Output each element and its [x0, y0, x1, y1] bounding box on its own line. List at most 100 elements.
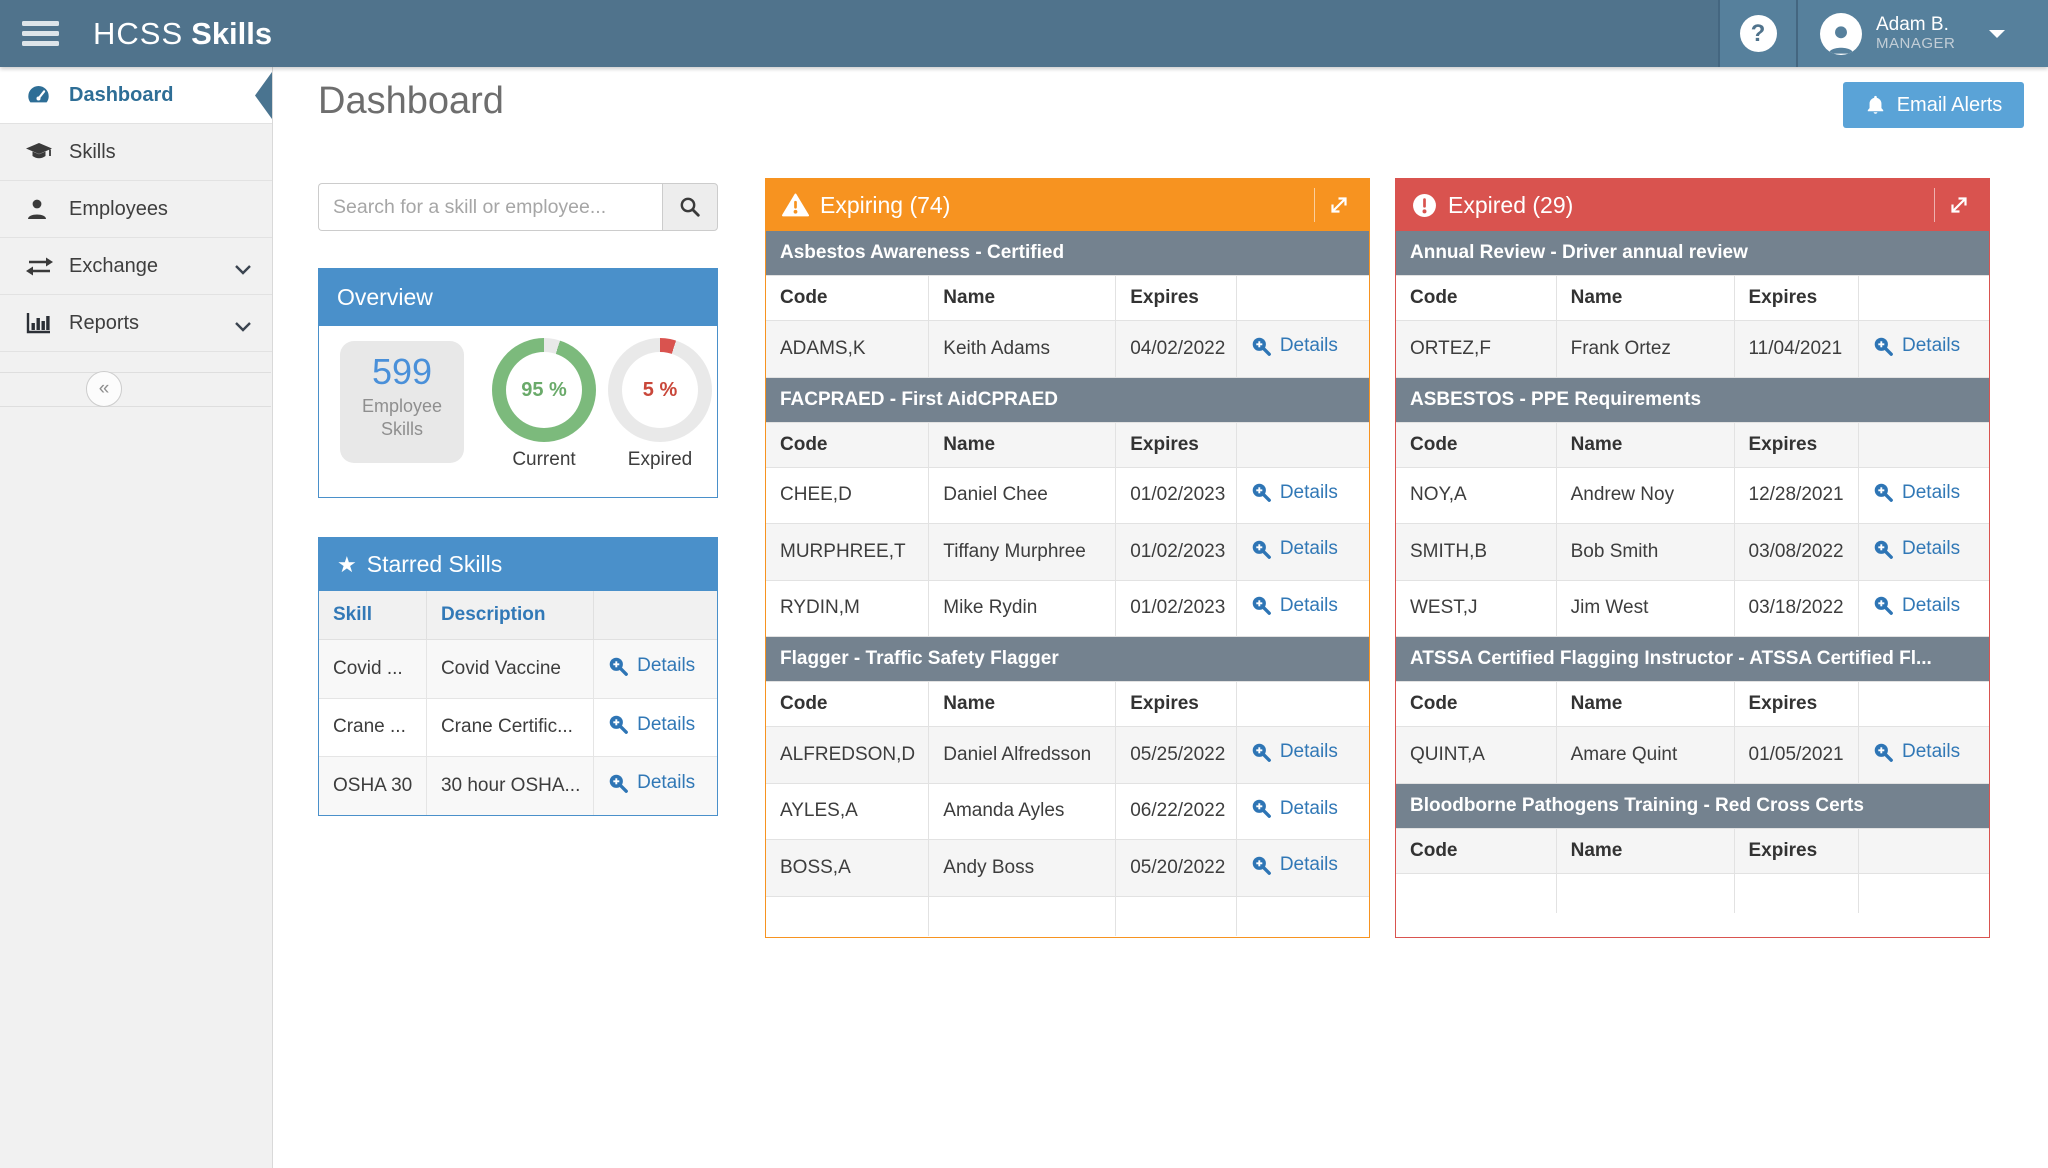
- chevron-down-icon: [1989, 29, 2006, 46]
- zoom-in-icon: [609, 657, 629, 676]
- help-button[interactable]: ?: [1718, 0, 1796, 67]
- details-link[interactable]: Details: [1251, 741, 1338, 763]
- expires-cell: 01/05/2021: [1733, 726, 1860, 784]
- details-link[interactable]: Details: [1251, 482, 1338, 504]
- employee-skill-row: QUINT,A Amare Quint 01/05/2021 Details: [1396, 726, 1989, 784]
- details-link[interactable]: Details: [608, 655, 695, 677]
- employee-skill-row: NOY,A Andrew Noy 12/28/2021 Details: [1396, 466, 1989, 524]
- skill-group-header-row: ATSSA Certified Flagging Instructor - AT…: [1396, 636, 1989, 682]
- column-header-empty: [1858, 421, 1989, 468]
- partial-row: [766, 895, 1369, 937]
- chevron-down-icon: [234, 262, 252, 280]
- sidebar-collapse-button[interactable]: «: [86, 371, 122, 407]
- partial-row: [1396, 872, 1989, 914]
- skill-group-header-row: Bloodborne Pathogens Training - Red Cros…: [1396, 782, 1989, 829]
- employee-skill-row: WEST,J Jim West 03/18/2022 Details: [1396, 579, 1989, 637]
- details-link[interactable]: Details: [1873, 741, 1960, 763]
- code-cell: BOSS,A: [766, 839, 930, 897]
- email-alerts-label: Email Alerts: [1896, 93, 2003, 116]
- details-label: Details: [637, 772, 696, 793]
- expires-cell: 01/02/2023: [1115, 466, 1237, 524]
- expand-icon[interactable]: [1315, 194, 1363, 216]
- brand-light: HCSS: [93, 15, 184, 51]
- code-cell: ALFREDSON,D: [766, 726, 930, 784]
- details-link[interactable]: Details: [1251, 798, 1338, 820]
- column-header-empty: [1235, 421, 1369, 468]
- name-cell: Tiffany Murphree: [928, 523, 1117, 581]
- zoom-in-icon: [1252, 743, 1271, 762]
- zoom-in-icon: [1252, 799, 1271, 818]
- details-label: Details: [637, 655, 696, 676]
- column-header-skill: Skill: [318, 590, 427, 640]
- details-link[interactable]: Details: [1251, 335, 1338, 357]
- skill-cell: Covid ...: [318, 639, 427, 699]
- hamburger-menu-icon[interactable]: [22, 16, 59, 51]
- name-cell: Amanda Ayles: [928, 782, 1117, 840]
- email-alerts-button[interactable]: Email Alerts: [1843, 82, 2024, 128]
- details-link[interactable]: Details: [1251, 854, 1338, 876]
- details-cell: Details: [593, 756, 718, 815]
- zoom-in-icon: [1874, 743, 1893, 762]
- sidebar: Dashboard Skills Employees: [0, 67, 273, 1168]
- details-link[interactable]: Details: [1251, 595, 1338, 617]
- details-link[interactable]: Details: [608, 772, 695, 794]
- details-cell: Details: [1858, 523, 1989, 581]
- user-menu[interactable]: Adam B. MANAGER: [1796, 0, 2048, 67]
- sidebar-item-label: Exchange: [69, 254, 158, 277]
- details-link[interactable]: Details: [608, 714, 695, 736]
- sidebar-item-reports[interactable]: Reports: [0, 295, 272, 352]
- search-button[interactable]: [662, 183, 718, 231]
- expires-cell: 06/22/2022: [1115, 782, 1237, 840]
- overview-title: Overview: [337, 284, 433, 310]
- column-header-code: Code: [766, 681, 930, 727]
- sidebar-item-exchange[interactable]: Exchange: [0, 238, 272, 295]
- empty-cell: [766, 895, 930, 937]
- details-link[interactable]: Details: [1873, 595, 1960, 617]
- zoom-in-icon: [1874, 483, 1893, 502]
- sidebar-item-employees[interactable]: Employees: [0, 181, 272, 238]
- details-link[interactable]: Details: [1873, 335, 1960, 357]
- column-header-name: Name: [928, 681, 1117, 727]
- bell-icon: [1867, 95, 1883, 114]
- skill-group-title: ASBESTOS - PPE Requirements: [1396, 376, 1989, 423]
- user-text: Adam B. MANAGER: [1876, 14, 1955, 52]
- details-label: Details: [1279, 741, 1338, 762]
- details-cell: Details: [1235, 782, 1369, 840]
- column-header-expires: Expires: [1733, 681, 1860, 727]
- column-header-empty: [1858, 681, 1989, 727]
- expires-cell: 01/02/2023: [1115, 579, 1237, 637]
- details-label: Details: [1279, 481, 1338, 503]
- details-link[interactable]: Details: [1873, 482, 1960, 504]
- expired-panel: Expired (29) Annual Review - Driver annu…: [1395, 178, 1990, 938]
- employee-skill-row: RYDIN,M Mike Rydin 01/02/2023 Details: [766, 579, 1369, 637]
- details-cell: Details: [1858, 726, 1989, 784]
- details-link[interactable]: Details: [1873, 538, 1960, 560]
- sidebar-item-label: Dashboard: [69, 83, 174, 106]
- sidebar-item-skills[interactable]: Skills: [0, 124, 272, 181]
- zoom-in-icon: [1252, 483, 1271, 502]
- details-link[interactable]: Details: [1251, 538, 1338, 560]
- chevron-down-icon: [234, 319, 252, 337]
- employee-skill-row: AYLES,A Amanda Ayles 06/22/2022 Details: [766, 782, 1369, 840]
- starred-skills-header: ★ Starred Skills: [319, 538, 717, 591]
- details-cell: Details: [1235, 579, 1369, 637]
- description-cell: Crane Certific...: [425, 697, 595, 757]
- avatar: [1820, 12, 1862, 55]
- user-name: Adam B.: [1876, 14, 1949, 36]
- column-header-code: Code: [1396, 681, 1557, 727]
- help-icon: ?: [1739, 15, 1777, 52]
- expires-cell: 01/02/2023: [1115, 523, 1237, 581]
- expired-table: Annual Review - Driver annual review Code…: [1396, 230, 1989, 914]
- navbar-right: ? Adam B. MANAGER: [1718, 0, 2048, 67]
- details-cell: Details: [1235, 839, 1369, 897]
- code-cell: SMITH,B: [1396, 523, 1557, 581]
- name-cell: Andrew Noy: [1555, 466, 1735, 524]
- search-input[interactable]: [318, 183, 662, 231]
- skill-group-title: ATSSA Certified Flagging Instructor - AT…: [1396, 636, 1989, 682]
- zoom-in-icon: [1252, 540, 1271, 559]
- column-header-code: Code: [1396, 275, 1557, 321]
- name-cell: Daniel Chee: [928, 466, 1117, 524]
- sidebar-item-dashboard[interactable]: Dashboard: [0, 67, 272, 124]
- zoom-in-icon: [1252, 337, 1271, 356]
- expand-icon[interactable]: [1935, 194, 1983, 216]
